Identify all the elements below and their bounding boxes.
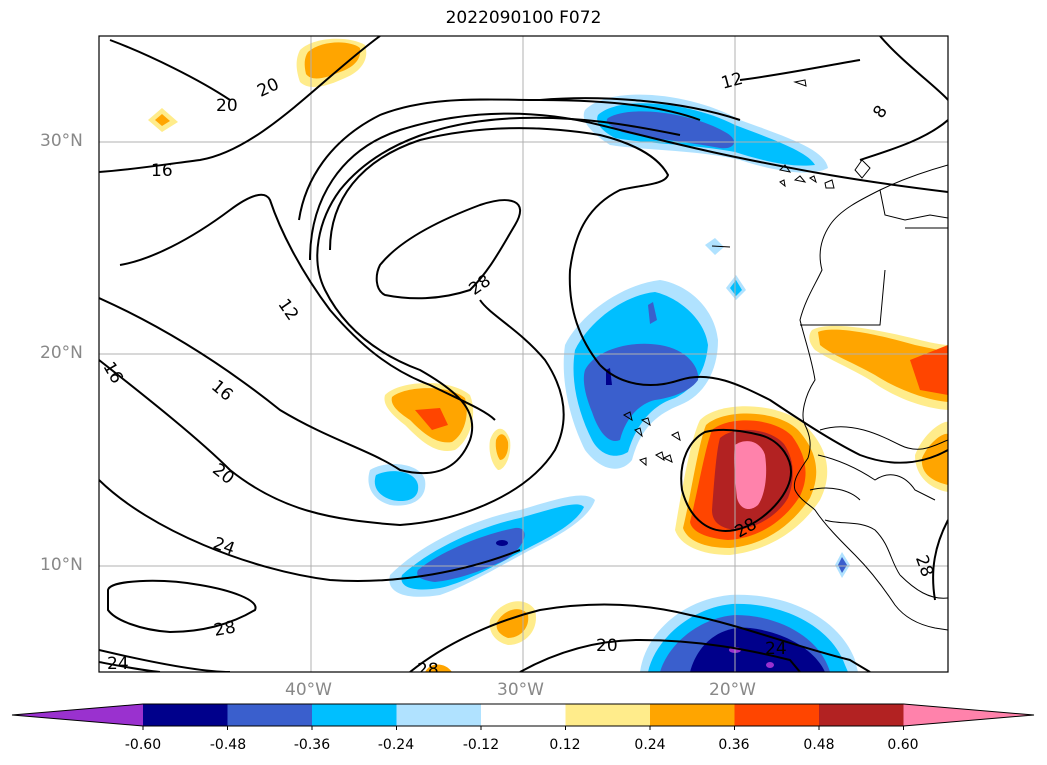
colorbar-tick: -0.24 (377, 737, 415, 753)
map-plot-area: 20 20 16 12 16 20 24 28 24 28 12 8 28 28… (99, 36, 948, 680)
contour-label: 28 (417, 660, 439, 680)
colorbar-extend-high (903, 704, 1034, 726)
anomaly-fills (148, 38, 948, 672)
colorbar-segment (819, 704, 904, 726)
colorbar-tick: 0.60 (887, 737, 919, 753)
colorbar-tick: -0.48 (209, 737, 247, 753)
lon-label: 20°W (709, 680, 756, 700)
colorbar-extend-low (12, 704, 143, 726)
coastlines (622, 79, 948, 631)
colorbar-segment (481, 704, 566, 726)
colorbar-segment (312, 704, 397, 726)
contour-label: 20 (596, 636, 618, 656)
colorbar-tick: 0.48 (803, 737, 835, 753)
map-title: 2022090100 F072 (445, 8, 602, 28)
contour-label: 20 (254, 74, 282, 101)
contour-lines (99, 36, 948, 672)
colorbar-segment (650, 704, 735, 726)
colorbar-segment (227, 704, 313, 726)
colorbar-tick: -0.60 (124, 737, 162, 753)
map-frame (98, 35, 949, 673)
colorbar-tick: -0.36 (293, 737, 331, 753)
graticule (99, 36, 948, 672)
colorbar-tick: 0.36 (718, 737, 750, 753)
contour-label: 8 (869, 102, 892, 122)
colorbar-segment (734, 704, 820, 726)
colorbar (11, 703, 1035, 730)
contour-label: 16 (151, 161, 173, 181)
lon-label: 30°W (497, 680, 544, 700)
contour-label: 12 (719, 69, 745, 94)
contour-label: 12 (273, 295, 302, 324)
contour-label: 24 (107, 654, 129, 674)
lat-label: 30°N (40, 131, 83, 151)
colorbar-tick: 0.12 (549, 737, 581, 753)
colorbar-tick: -0.12 (462, 737, 500, 753)
contour-label: 20 (208, 460, 237, 489)
contour-label: 16 (207, 376, 236, 405)
colorbar-segment (396, 704, 482, 726)
contour-label: 24 (765, 639, 787, 659)
lon-label: 40°W (285, 680, 332, 700)
contour-label: 28 (466, 271, 495, 300)
colorbar-tick: 0.24 (634, 737, 666, 753)
lat-label: 10°N (40, 555, 83, 575)
contour-label: 20 (216, 96, 238, 116)
lat-label: 20°N (40, 343, 83, 363)
contour-label: 28 (212, 617, 237, 640)
colorbar-segment (143, 704, 228, 726)
colorbar-segment (565, 704, 651, 726)
